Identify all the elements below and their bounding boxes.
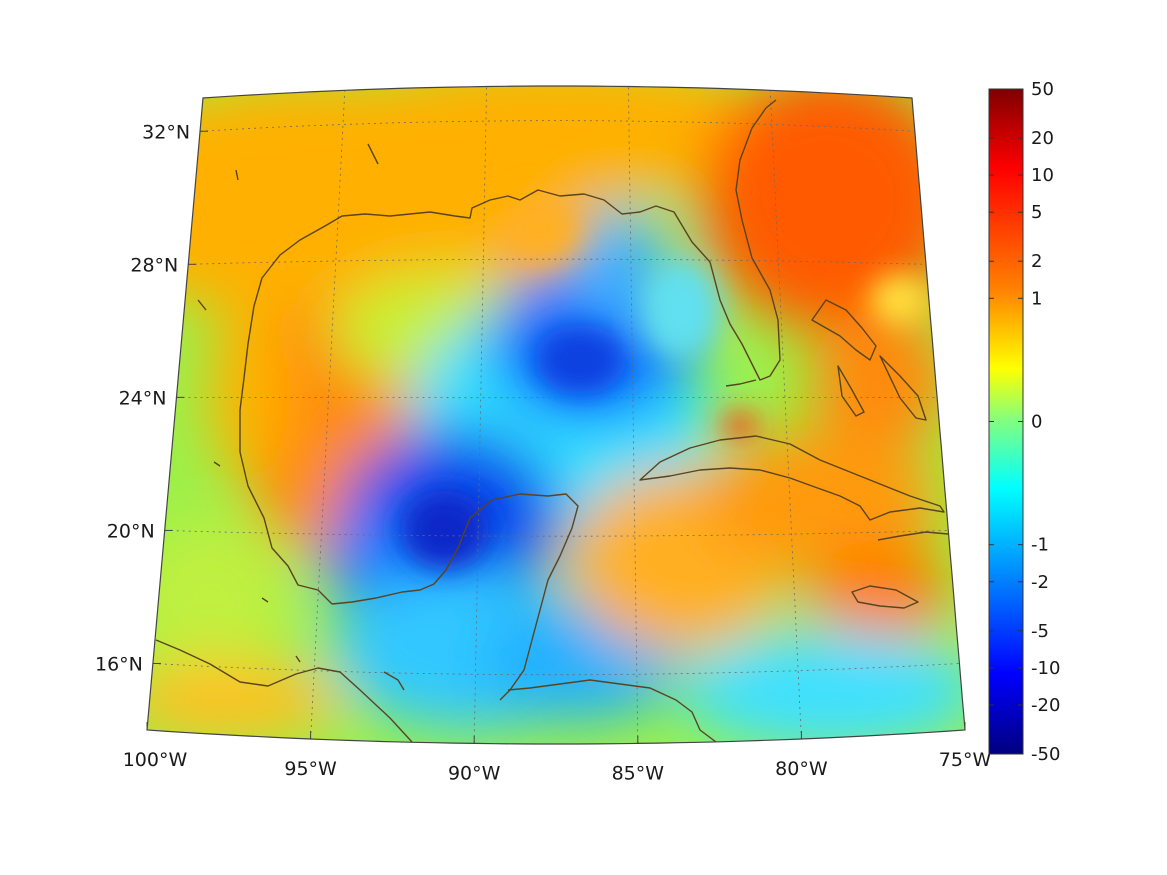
coastline-pacific (155, 639, 413, 743)
lon-tick-label: 80°W (775, 758, 828, 780)
field-blob (535, 325, 625, 395)
parallel-line (164, 530, 949, 537)
colorbar-tick-label: 5 (1031, 202, 1042, 223)
lat-tick-label: 28°N (130, 254, 178, 276)
field-blob (640, 260, 720, 360)
field-blob (810, 310, 950, 450)
coastline-hispaniola (877, 531, 949, 541)
parallel-line (200, 120, 915, 132)
colorbar-scale (988, 88, 1024, 755)
field-blob (870, 275, 930, 325)
coastline-keys (725, 379, 757, 387)
colorbar-tick-label: 20 (1031, 128, 1054, 149)
colorbar-tick-label: 2 (1031, 251, 1042, 272)
field-details (400, 195, 930, 570)
field-blob (147, 660, 340, 740)
field-blob (810, 540, 950, 640)
meridian-line (473, 86, 487, 744)
data-field (147, 86, 965, 744)
colorbar-tick-label: 0 (1031, 412, 1042, 433)
coastlines (155, 99, 949, 743)
colorbar-tick-label: 50 (1031, 79, 1054, 100)
colorbar-tick-label: -5 (1031, 621, 1049, 642)
lat-tick-label: 16°N (95, 653, 143, 675)
meridian-line (628, 86, 639, 744)
lat-tick-label: 24°N (119, 387, 167, 409)
lon-tick-label: 100°W (123, 749, 188, 771)
parallel-line (152, 663, 960, 676)
colorbar-tick-label: -2 (1031, 572, 1049, 593)
lon-tick-label: 85°W (612, 762, 665, 784)
lon-tick-label: 90°W (448, 762, 501, 784)
field-blob (400, 490, 490, 570)
lon-tick-label: 75°W (939, 749, 992, 771)
coastline-bahamas (879, 355, 927, 421)
coastline-central-america (507, 679, 717, 743)
coastline-cuba (639, 435, 945, 521)
coastline-bahamas (811, 299, 877, 361)
coastline-bahamas (837, 365, 865, 417)
meridian-line (769, 90, 802, 740)
field-blob (320, 86, 800, 200)
lat-tick-label: 20°N (107, 520, 155, 542)
colorbar-tick-label: 10 (1031, 165, 1054, 186)
field-blobs (147, 86, 965, 744)
colorbar-tick-label: -50 (1031, 744, 1060, 765)
map-area: 100°W 95°W 90°W 85°W 80°W 75°W 32°N 28°N 24°N 20°… (95, 85, 991, 784)
graticule (152, 86, 960, 744)
lat-tick-label: 32°N (142, 121, 190, 143)
colorbar-tick-label: -10 (1031, 658, 1060, 679)
field-blob (500, 195, 580, 265)
coastline-islands (197, 143, 405, 691)
field-blob (147, 520, 290, 680)
lon-tick-label: 95°W (284, 758, 337, 780)
field-blob (210, 300, 290, 480)
field-blob (722, 413, 758, 437)
colorbar-tick-label: -1 (1031, 535, 1049, 556)
coastline-gulf (239, 99, 781, 605)
coastline-yucatan (331, 493, 579, 701)
colorbar-tick-label: -20 (1031, 695, 1060, 716)
field-blob (680, 630, 965, 744)
field-blob (700, 86, 960, 330)
axis-ticks: 100°W 95°W 90°W 85°W 80°W 75°W 32°N 28°N 24°N 20°… (95, 121, 991, 784)
meridian-line (310, 90, 346, 740)
coastline-jamaica (851, 585, 919, 609)
colorbar-tick-label: 1 (1031, 288, 1042, 309)
